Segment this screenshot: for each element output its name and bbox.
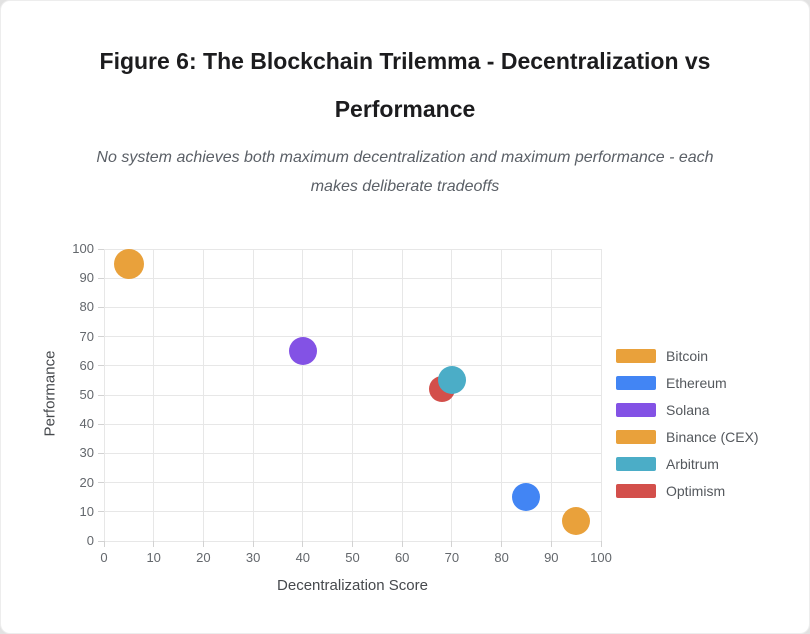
legend-label: Bitcoin	[666, 347, 709, 364]
x-gridline	[600, 249, 602, 541]
x-axis-label: Decentralization Score	[277, 577, 428, 594]
legend: Bitcoin Ethereum Solana Binance (CEX) Arbitr…	[616, 342, 759, 504]
x-tick-label: 0	[100, 550, 108, 565]
x-tick-label: 60	[394, 550, 410, 565]
legend-swatch	[616, 456, 656, 471]
x-tick-label: 70	[444, 550, 460, 565]
y-gridline	[104, 306, 601, 308]
y-tick-label: 10	[79, 503, 94, 519]
legend-swatch	[616, 402, 656, 417]
x-tick-label: 50	[345, 550, 360, 565]
y-tick-label: 0	[86, 533, 94, 548]
x-tick-mark	[302, 541, 304, 547]
legend-item-arbitrum[interactable]: Arbitrum	[616, 450, 759, 477]
x-tick-label: 90	[544, 550, 559, 565]
x-tick-mark	[550, 541, 552, 547]
y-gridline	[104, 277, 601, 279]
y-tick-mark	[98, 423, 104, 425]
figure-title-line2: Performance	[334, 96, 476, 122]
legend-item-bitcoin[interactable]: Bitcoin	[616, 342, 759, 369]
x-tick-label: 30	[245, 550, 261, 565]
legend-swatch	[616, 375, 656, 390]
y-tick-label: 50	[79, 387, 94, 402]
y-axis-label: Performance	[41, 350, 59, 437]
legend-label: Binance (CEX)	[666, 428, 759, 445]
y-tick-label: 40	[79, 416, 94, 432]
point-solana[interactable]	[288, 337, 317, 366]
y-tick-mark	[98, 452, 104, 454]
y-tick-mark	[98, 277, 104, 279]
y-tick-label: 70	[79, 328, 94, 344]
y-tick-label: 100	[72, 241, 94, 256]
x-tick-mark	[401, 541, 403, 547]
y-tick-mark	[98, 540, 104, 542]
x-tick-mark	[202, 541, 204, 547]
y-gridline	[104, 482, 601, 484]
x-tick-label: 10	[146, 550, 161, 565]
legend-label: Optimism	[666, 482, 726, 499]
figure-subtitle-line1: No system achieves both maximum decentra…	[96, 149, 714, 166]
figure-title-line1: Figure 6: The Blockchain Trilemma - Dece…	[99, 48, 711, 74]
legend-label: Solana	[666, 401, 710, 418]
x-tick-mark	[451, 541, 453, 547]
y-tick-mark	[98, 511, 104, 513]
y-tick-label: 20	[79, 474, 94, 490]
legend-label: Arbitrum	[666, 455, 719, 472]
figure-title: Figure 6: The Blockchain Trilemma - Dece…	[1, 37, 809, 133]
figure-subtitle-line2: makes deliberate tradeoffs	[310, 178, 500, 195]
y-gridline	[104, 394, 601, 396]
legend-item-ethereum[interactable]: Ethereum	[616, 369, 759, 396]
y-tick-label: 90	[79, 270, 94, 286]
legend-swatch	[616, 348, 656, 363]
x-tick-mark	[103, 541, 105, 547]
legend-item-solana[interactable]: Solana	[616, 396, 759, 423]
point-bitcoin[interactable]	[562, 506, 591, 535]
y-gridline	[104, 365, 601, 367]
x-tick-mark	[501, 541, 503, 547]
y-gridline	[104, 511, 601, 513]
point-arbitrum[interactable]	[437, 366, 466, 395]
legend-item-binance-cex[interactable]: Binance (CEX)	[616, 423, 759, 450]
y-gridline	[104, 452, 601, 454]
y-tick-mark	[98, 336, 104, 338]
point-ethereum[interactable]	[512, 483, 541, 512]
y-gridline	[104, 423, 601, 425]
legend-label: Ethereum	[666, 374, 727, 391]
y-tick-mark	[98, 306, 104, 308]
y-tick-label: 60	[79, 357, 94, 373]
y-tick-mark	[98, 365, 104, 367]
point-binance-cex[interactable]	[113, 248, 144, 279]
x-tick-label: 20	[196, 550, 211, 565]
x-tick-mark	[352, 541, 353, 547]
x-tick-mark	[252, 541, 254, 547]
y-tick-mark	[98, 482, 104, 484]
y-gridline	[104, 336, 601, 338]
x-tick-mark	[153, 541, 155, 547]
x-tick-label: 100	[590, 550, 612, 565]
y-tick-mark	[98, 394, 104, 396]
y-tick-label: 30	[79, 445, 94, 461]
legend-swatch	[616, 483, 656, 498]
x-tick-label: 80	[494, 550, 509, 565]
y-gridline	[104, 248, 601, 250]
figure-subtitle: No system achieves both maximum decentra…	[1, 143, 809, 201]
x-tick-label: 40	[295, 550, 311, 565]
x-tick-mark	[600, 541, 602, 547]
legend-item-optimism[interactable]: Optimism	[616, 477, 759, 504]
y-tick-label: 80	[79, 299, 94, 315]
y-tick-mark	[98, 248, 104, 250]
legend-swatch	[616, 429, 656, 444]
